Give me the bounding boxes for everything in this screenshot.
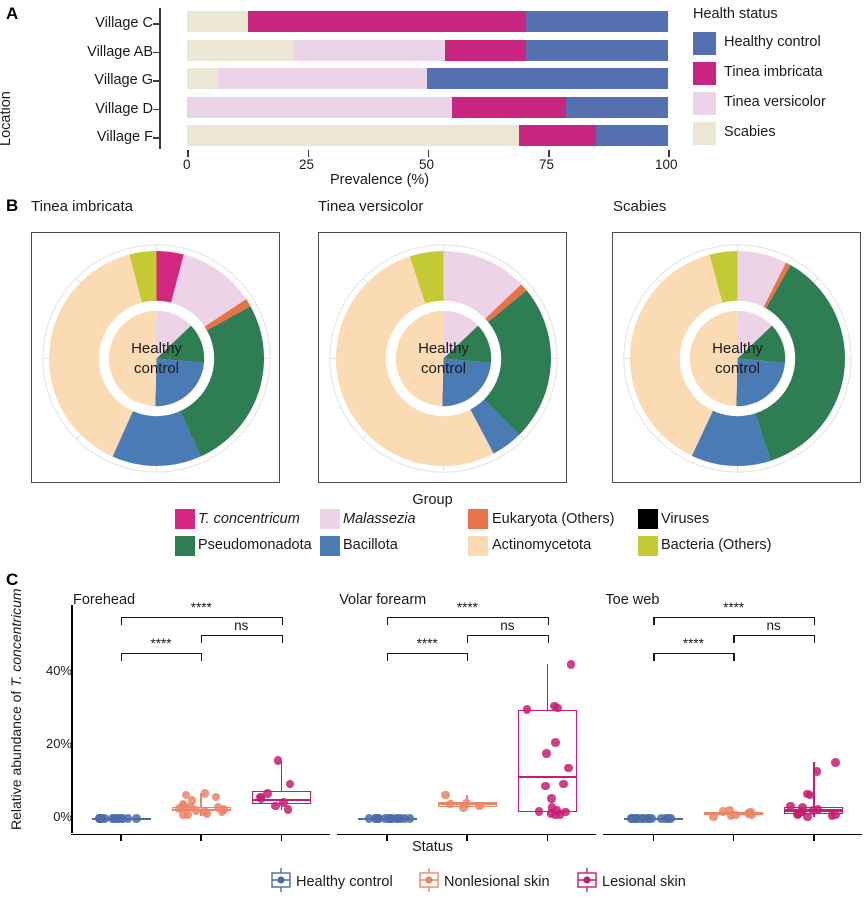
svg-text:Healthy: Healthy	[712, 340, 763, 357]
svg-text:Healthy: Healthy	[131, 340, 182, 357]
svg-text:control: control	[133, 360, 178, 377]
svg-text:Healthy: Healthy	[418, 340, 469, 357]
svg-text:control: control	[421, 360, 466, 377]
svg-text:control: control	[715, 360, 760, 377]
